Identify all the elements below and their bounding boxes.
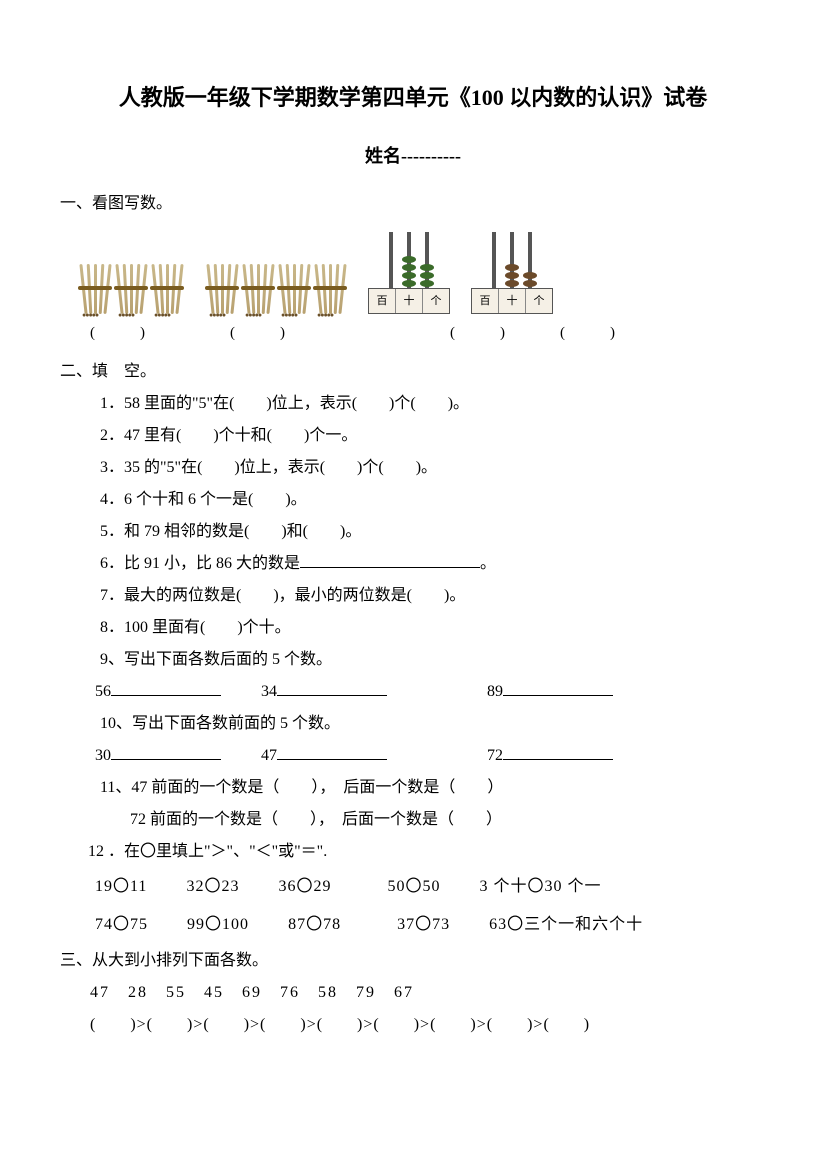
- blank-line[interactable]: [277, 679, 387, 696]
- compare-row-1: 19〇11 32〇23 36〇29 50〇50 3 个十〇30 个一: [95, 868, 756, 906]
- bundle-group-2: ●●●●● ●●●●● ●●●●●: [207, 264, 345, 314]
- page-title: 人教版一年级下学期数学第四单元《100 以内数的认识》试卷: [70, 80, 756, 112]
- num-label: 72: [487, 747, 503, 764]
- abacus-label: 百: [472, 289, 499, 313]
- stick-bundle: ●●●●●: [152, 264, 182, 314]
- num-label: 56: [95, 683, 111, 700]
- stick-bundle: ●●●●●: [315, 264, 345, 314]
- q2-10-row: 30 47 72: [95, 740, 756, 772]
- num-label: 47: [261, 747, 277, 764]
- sort-answer-parens: ( )>( )>( )>( )>( )>( )>( )>( )>( ): [90, 1009, 756, 1041]
- abacus-2: 百 十 个: [473, 232, 551, 314]
- q2-9-row: 56 34 89: [95, 676, 756, 708]
- q2-6: 6．比 91 小，比 86 大的数是 。: [100, 548, 756, 580]
- bundle-group-1: ●●●●● ●●●●● ●●●●●: [80, 264, 182, 314]
- abacus-label: 个: [423, 289, 449, 313]
- compare-item: 3 个十〇30 个一: [480, 878, 602, 895]
- compare-item: 36〇29: [278, 878, 331, 895]
- blank-line[interactable]: [503, 679, 613, 696]
- worksheet-page: 人教版一年级下学期数学第四单元《100 以内数的认识》试卷 姓名--------…: [0, 0, 826, 1169]
- section-3-heading: 三、从大到小排列下面各数。: [60, 945, 756, 977]
- q2-6a: 6．比 91 小，比 86 大的数是: [100, 555, 300, 572]
- stick-bundle: ●●●●●: [80, 264, 110, 314]
- q2-1: 1．58 里面的"5"在( )位上，表示( )个( )。: [100, 388, 756, 420]
- stick-bundle: ●●●●●: [279, 264, 309, 314]
- compare-item: 37〇73: [397, 916, 450, 933]
- abacus-label: 个: [526, 289, 552, 313]
- abacus-label: 百: [369, 289, 396, 313]
- q2-4: 4．6 个十和 6 个一是( )。: [100, 484, 756, 516]
- compare-item: 50〇50: [388, 878, 441, 895]
- name-field-label: 姓名----------: [70, 142, 756, 168]
- blank-line[interactable]: [300, 551, 480, 568]
- q2-5: 5．和 79 相邻的数是( )和( )。: [100, 516, 756, 548]
- abacus-1: 百 十 个: [370, 232, 448, 314]
- abacus-label: 十: [499, 289, 526, 313]
- abacus-label: 十: [396, 289, 423, 313]
- num-label: 30: [95, 747, 111, 764]
- compare-item: 74〇75: [95, 916, 148, 933]
- compare-item: 63〇三个一和六个十: [489, 916, 643, 933]
- q2-12: 12 ．在〇里填上"＞"、"＜"或"＝".: [88, 836, 756, 868]
- q2-2: 2．47 里有( )个十和( )个一。: [100, 420, 756, 452]
- blank-line[interactable]: [277, 743, 387, 760]
- compare-row-2: 74〇75 99〇100 87〇78 37〇73 63〇三个一和六个十: [95, 906, 756, 944]
- q2-10: 10、写出下面各数前面的 5 个数。: [100, 708, 756, 740]
- compare-item: 19〇11: [95, 878, 147, 895]
- q2-8: 8．100 里面有( )个十。: [100, 612, 756, 644]
- q2-9: 9、写出下面各数后面的 5 个数。: [100, 644, 756, 676]
- sort-numbers: 47 28 55 45 69 76 58 79 67: [90, 977, 756, 1009]
- q2-11b: 72 前面的一个数是（ ）， 后面一个数是（ ）: [130, 804, 756, 836]
- figure-row: ●●●●● ●●●●● ●●●●●: [80, 232, 756, 314]
- stick-bundle: ●●●●●: [207, 264, 237, 314]
- num-label: 34: [261, 683, 277, 700]
- blank-line[interactable]: [503, 743, 613, 760]
- num-label: 89: [487, 683, 503, 700]
- section-2-heading: 二、填 空。: [60, 356, 756, 388]
- answer-parens-row: ( ) ( ) ( ) ( ): [90, 318, 756, 348]
- q2-6b: 。: [480, 555, 496, 572]
- compare-item: 99〇100: [187, 916, 249, 933]
- section-1-heading: 一、看图写数。: [60, 188, 756, 220]
- blank-line[interactable]: [111, 679, 221, 696]
- stick-bundle: ●●●●●: [243, 264, 273, 314]
- compare-item: 32〇23: [186, 878, 239, 895]
- blank-line[interactable]: [111, 743, 221, 760]
- stick-bundle: ●●●●●: [116, 264, 146, 314]
- q2-3: 3．35 的"5"在( )位上，表示( )个( )。: [100, 452, 756, 484]
- compare-item: 87〇78: [288, 916, 341, 933]
- q2-11a: 11、47 前面的一个数是（ ）， 后面一个数是（ ）: [100, 772, 756, 804]
- q2-7: 7．最大的两位数是( )，最小的两位数是( )。: [100, 580, 756, 612]
